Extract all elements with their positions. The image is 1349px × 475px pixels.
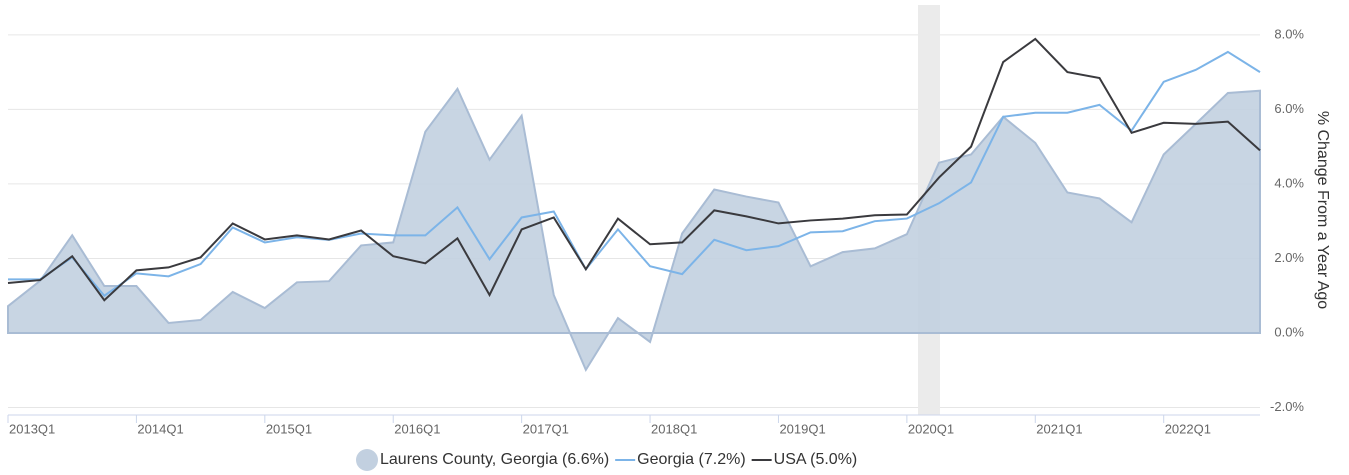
legend-label: Georgia (7.2%) [637,451,746,468]
x-tick-label: 2019Q1 [779,421,825,436]
x-tick-label: 2013Q1 [9,421,55,436]
x-tick-label: 2018Q1 [651,421,697,436]
area [7,86,1261,373]
x-tick-label: 2022Q1 [1165,421,1211,436]
y-tick-label: 4.0% [1274,175,1304,190]
y-tick-label: 6.0% [1274,101,1304,116]
legend-label: USA (5.0%) [774,451,858,468]
line [8,50,1261,298]
legend-swatch [356,449,378,471]
x-tick-label: 2017Q1 [523,421,569,436]
x-tick-label: 2021Q1 [1036,421,1082,436]
x-tick-label: 2014Q1 [137,421,183,436]
legend-label: Laurens County, Georgia (6.6%) [380,451,609,468]
y-tick-label: 0.0% [1274,324,1304,339]
x-tick-label: 2016Q1 [394,421,440,436]
y-tick-label: 2.0% [1274,250,1304,265]
line [7,37,1261,302]
y-tick-label: -2.0% [1270,399,1304,414]
y-axis-title: % Change From a Year Ago [1314,111,1331,309]
x-tick-label: 2020Q1 [908,421,954,436]
x-tick-label: 2015Q1 [266,421,312,436]
y-tick-label: 8.0% [1274,26,1304,41]
